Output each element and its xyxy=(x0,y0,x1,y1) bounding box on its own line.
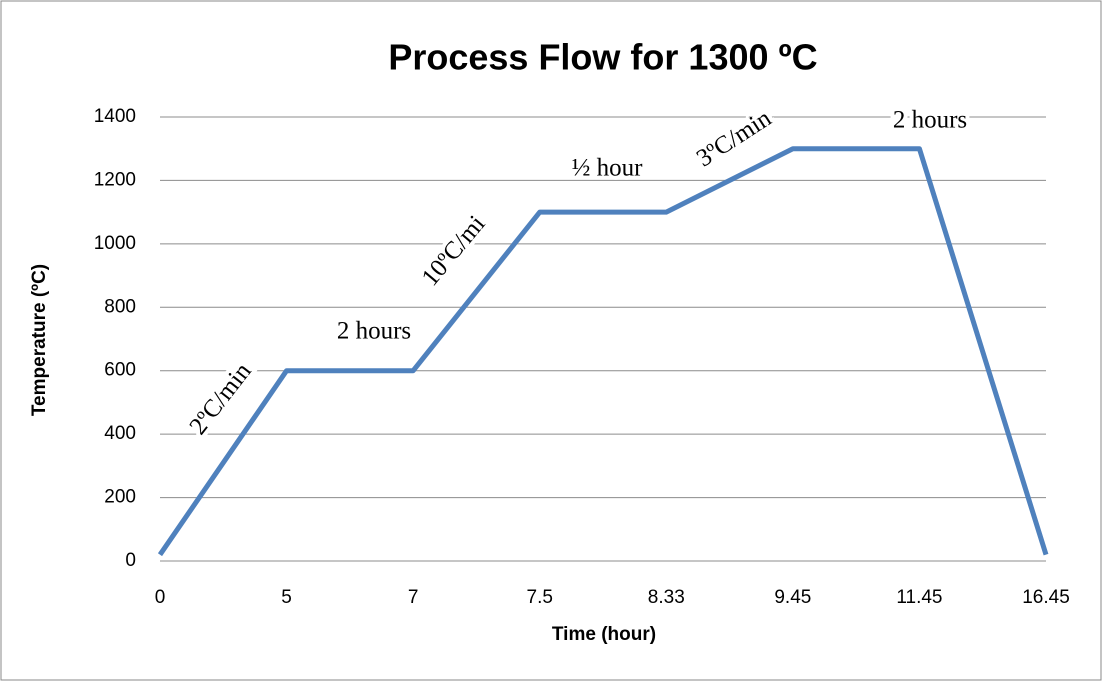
x-tick-label: 9.45 xyxy=(774,587,811,608)
annotation: ½ hour xyxy=(572,155,644,182)
annotation: 2 hours xyxy=(893,107,967,134)
x-tick-label: 7.5 xyxy=(527,587,553,608)
x-tick-label: 7 xyxy=(408,587,419,608)
chart-title: Process Flow for 1300 ºC xyxy=(388,37,817,78)
data-line xyxy=(157,146,1049,557)
x-tick-label: 5 xyxy=(281,587,292,608)
y-tick-label: 600 xyxy=(104,360,136,381)
y-tick-label: 400 xyxy=(104,423,136,444)
y-axis-label: Temperature (ºC) xyxy=(29,264,50,416)
y-tick-label: 1400 xyxy=(94,106,136,127)
x-tick-label: 16.45 xyxy=(1022,587,1070,608)
y-tick-label: 0 xyxy=(125,550,136,571)
y-tick-label: 200 xyxy=(104,487,136,508)
x-tick-label: 0 xyxy=(155,587,166,608)
y-tick-label: 1200 xyxy=(94,169,136,190)
x-tick-label: 8.33 xyxy=(648,587,685,608)
y-tick-label: 800 xyxy=(104,296,136,317)
x-axis-label: Time (hour) xyxy=(552,624,656,645)
x-tick-label: 11.45 xyxy=(896,587,942,608)
y-tick-label: 1000 xyxy=(94,233,136,254)
annotation: 2 hours xyxy=(337,318,411,345)
